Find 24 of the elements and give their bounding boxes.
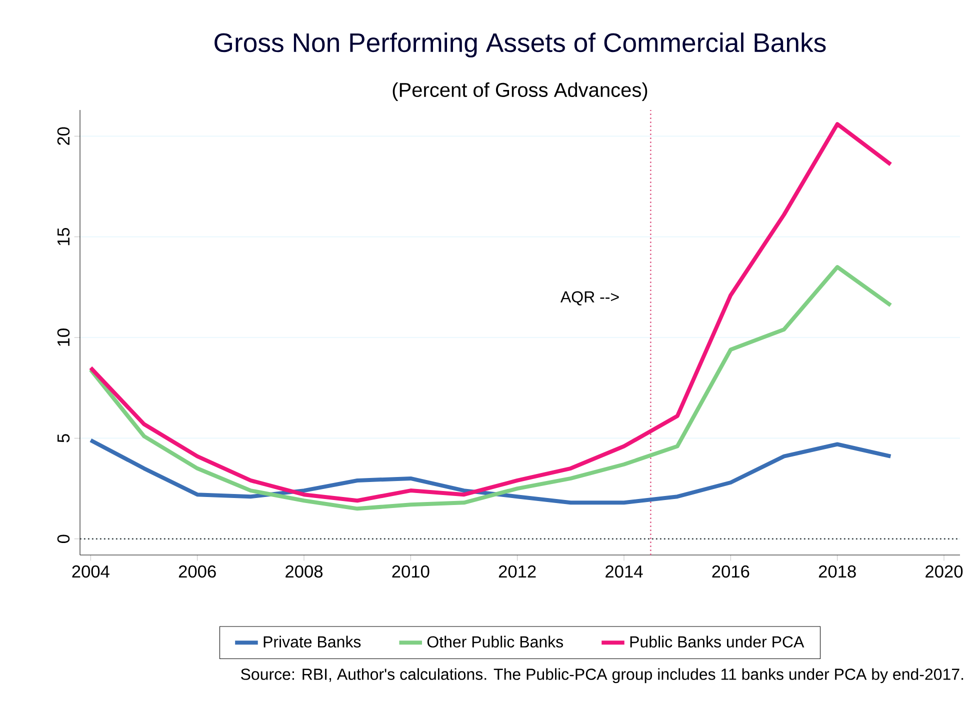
chart-title: Gross Non Performing Assets of Commercial Banks (214, 32, 826, 58)
line-series (88, 438, 893, 505)
y-tick-label: 20 (57, 127, 70, 145)
annotation: AQR --> (560, 291, 619, 306)
y-tick-label: 5 (58, 434, 70, 442)
x-tick-label: 2006 (178, 565, 216, 578)
legend-label: Private Banks (264, 636, 361, 648)
chart-subtitle: (Percent of Gross Advances) (392, 82, 648, 101)
x-tick-label: 2010 (392, 565, 430, 578)
y-tick-label: 15 (58, 228, 70, 246)
x-tick-label: 2020 (926, 565, 963, 578)
x-tick-label: 2014 (606, 565, 643, 578)
line-series (88, 265, 893, 511)
legend-label: Other Public Banks (427, 636, 564, 648)
x-tick-label: 2016 (712, 565, 750, 578)
source-note: Source: RBI, Author's calculations. The Public-PCA group includes 11 banks under PCA by end-2017. (241, 668, 964, 684)
line-series (88, 122, 893, 503)
y-tick-label: 10 (57, 328, 70, 346)
x-tick-label: 2018 (818, 565, 856, 578)
x-tick-label: 2012 (498, 565, 536, 578)
x-tick-label: 2008 (286, 565, 323, 578)
legend-label: Public Banks under PCA (630, 636, 804, 648)
y-tick-label: 0 (57, 534, 70, 544)
x-tick-label: 2004 (72, 565, 110, 578)
